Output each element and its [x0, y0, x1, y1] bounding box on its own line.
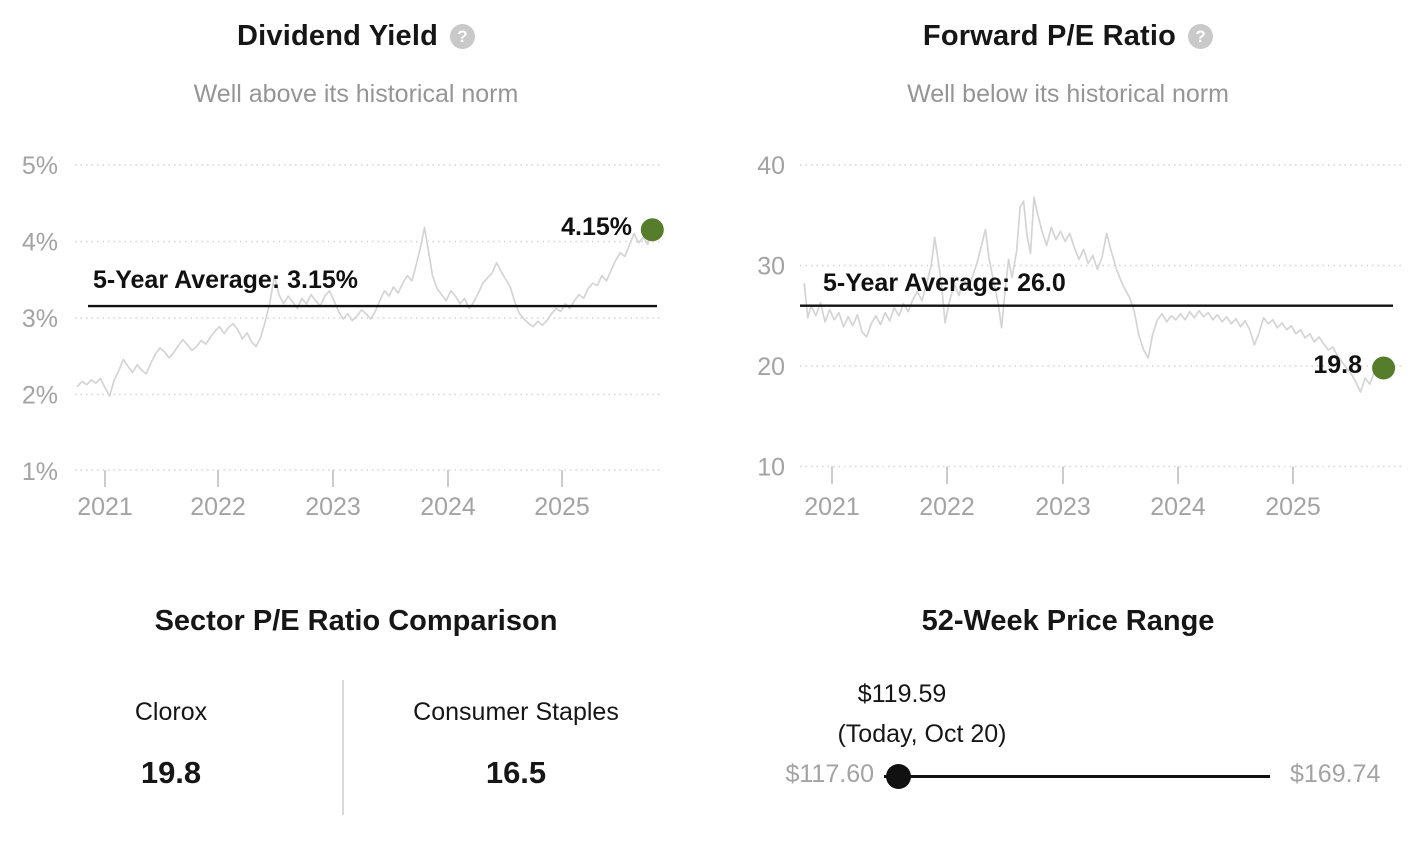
five-year-average-label: 5-Year Average: 3.15% [93, 266, 358, 294]
price-range-panel: 52-Week Price Range $119.59 (Today, Oct … [712, 580, 1424, 846]
current-value-label: 4.15% [561, 213, 632, 241]
comparison-value: 16.5 [485, 755, 547, 790]
price-position-dot [886, 764, 912, 789]
dividend-yield-chart[interactable]: 5% 4% 3% 2% 1% 2021 2022 2023 2024 2025 [0, 0, 712, 580]
y-axis-label: 5% [22, 152, 58, 180]
x-axis-label: 2025 [1265, 493, 1321, 521]
current-value-label: 19.8 [1313, 351, 1362, 379]
range-low-label: $117.60 [785, 760, 874, 788]
forward-pe-chart[interactable]: 40 30 20 10 2021 2022 2023 2024 2025 [712, 0, 1424, 580]
section-title: 52-Week Price Range [921, 605, 1215, 637]
comparison-label: Consumer Staples [413, 698, 619, 726]
dividend-yield-header: Dividend Yield ? [0, 20, 712, 53]
x-axis-label: 2023 [305, 493, 361, 521]
help-icon[interactable]: ? [450, 24, 475, 49]
price-range-track [884, 775, 1270, 778]
comparison-value: 19.8 [140, 755, 202, 790]
y-axis-label: 20 [757, 353, 785, 381]
x-axis-label: 2022 [190, 493, 246, 521]
x-axis-label: 2022 [919, 493, 975, 521]
comparison-label: Clorox [134, 698, 208, 726]
current-value-dot [1372, 356, 1396, 380]
y-axis-label: 3% [22, 305, 58, 333]
x-axis-label: 2025 [534, 493, 590, 521]
current-price-label: $119.59 [857, 680, 947, 708]
comparison-columns: Clorox 19.8 Consumer Staples 16.5 [0, 680, 688, 815]
chart-subtitle: Well above its historical norm [193, 80, 519, 108]
current-price-date: (Today, Oct 20) [837, 720, 1007, 748]
forward-pe-header: Forward P/E Ratio ? [712, 20, 1424, 53]
dividend-yield-panel: Dividend Yield ? Well above its historic… [0, 0, 712, 580]
y-axis-label: 4% [22, 229, 58, 257]
y-axis-label: 2% [22, 382, 58, 410]
y-axis-label: 40 [757, 152, 785, 180]
comparison-column-clorox: Clorox 19.8 [0, 680, 342, 815]
x-axis-label: 2024 [1150, 493, 1206, 521]
forward-pe-series-line [803, 196, 1385, 393]
vertical-divider [342, 680, 344, 815]
x-axis-label: 2021 [804, 493, 860, 521]
x-axis-label: 2023 [1035, 493, 1091, 521]
x-axis-label: 2021 [77, 493, 133, 521]
section-title: Sector P/E Ratio Comparison [154, 605, 558, 637]
sector-pe-comparison-panel: Sector P/E Ratio Comparison Clorox 19.8 … [0, 580, 712, 846]
chart-subtitle: Well below its historical norm [907, 80, 1229, 108]
five-year-average-label: 5-Year Average: 26.0 [823, 269, 1066, 297]
y-axis-label: 1% [22, 458, 58, 486]
y-axis-label: 10 [757, 454, 785, 482]
y-axis-label: 30 [757, 253, 785, 281]
current-value-dot [640, 218, 664, 242]
help-icon[interactable]: ? [1188, 24, 1214, 49]
forward-pe-panel: Forward P/E Ratio ? Well below its histo… [712, 0, 1424, 580]
dividend-yield-series-line [76, 226, 654, 397]
x-axis-label: 2024 [420, 493, 476, 521]
chart-title: Dividend Yield [236, 20, 438, 52]
comparison-column-sector: Consumer Staples 16.5 [344, 680, 688, 815]
chart-title: Forward P/E Ratio [922, 20, 1177, 52]
range-high-label: $169.74 [1290, 760, 1381, 788]
